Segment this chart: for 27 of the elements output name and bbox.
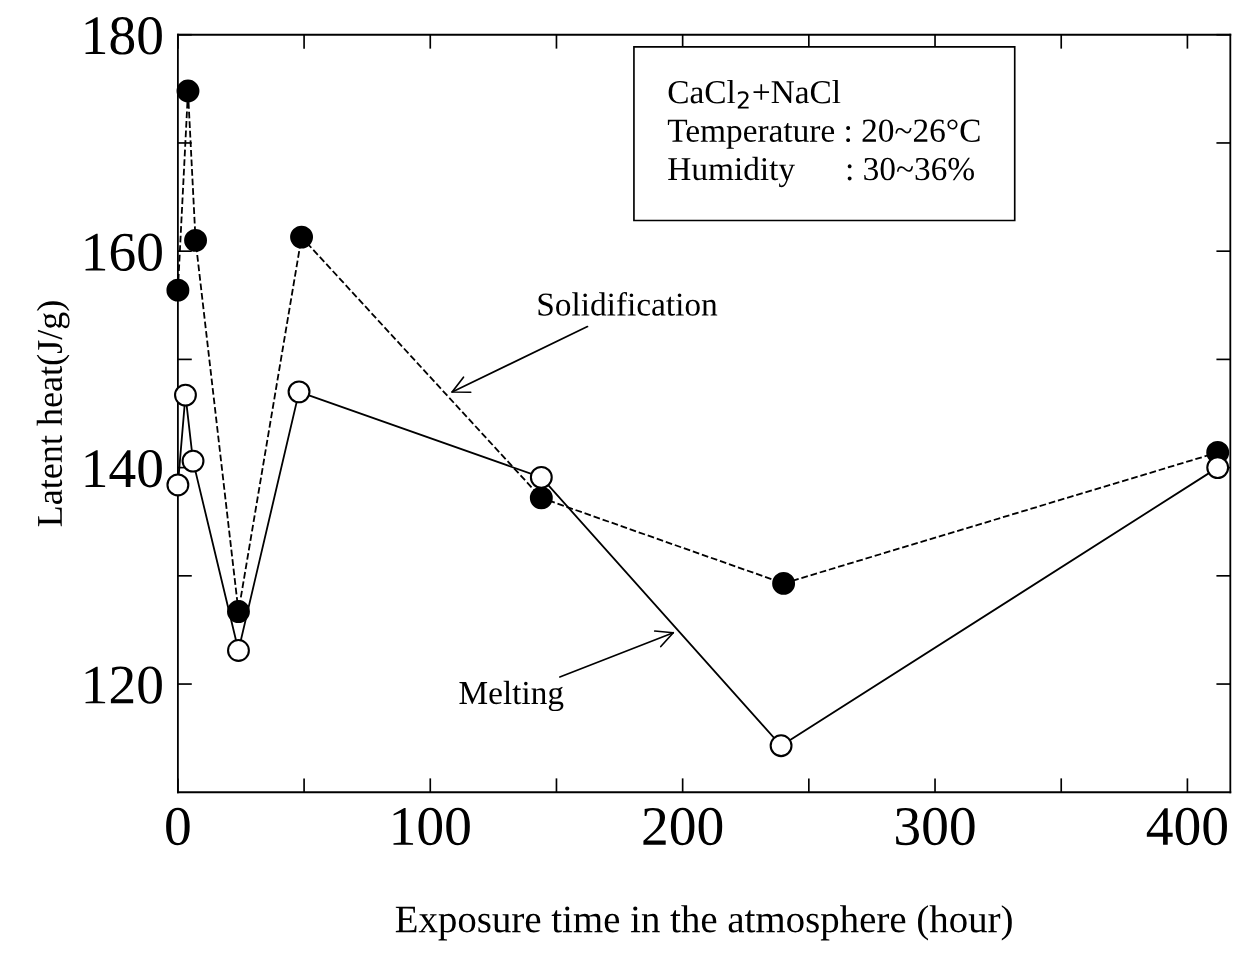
x-tick-label: 300: [896, 807, 975, 846]
point: [184, 228, 208, 252]
y-axis-title: Latent heat(J/g): [36, 301, 70, 527]
point: [227, 639, 250, 662]
point: [529, 465, 553, 489]
point: [181, 449, 205, 473]
x-axis-title: Exposure time in the atmosphere (hour): [395, 905, 1012, 941]
point: [290, 225, 314, 249]
y-tick-label: 160: [85, 233, 162, 271]
point: [772, 571, 796, 595]
y-tick-label: 120: [85, 666, 162, 704]
y-tick-label: 140: [85, 449, 162, 488]
point: [769, 734, 793, 758]
annotation: Melting: [459, 680, 564, 712]
point: [176, 79, 200, 103]
point: [166, 278, 190, 302]
x-tick-label: 200: [643, 807, 723, 846]
y-tick-label: 180: [85, 17, 162, 55]
x-tick-label: 400: [1146, 807, 1227, 846]
annotation: CaCl$_{2}$+NaCl Temperature : 20~26°C Humidity : 30~36%: [667, 79, 980, 188]
point: [166, 473, 190, 497]
point: [287, 380, 311, 404]
point: [174, 383, 197, 407]
annotation: Solidification: [538, 292, 718, 316]
x-tick-label: 100: [393, 807, 470, 846]
point: [529, 486, 553, 510]
x-tick-label: 0: [166, 807, 190, 846]
